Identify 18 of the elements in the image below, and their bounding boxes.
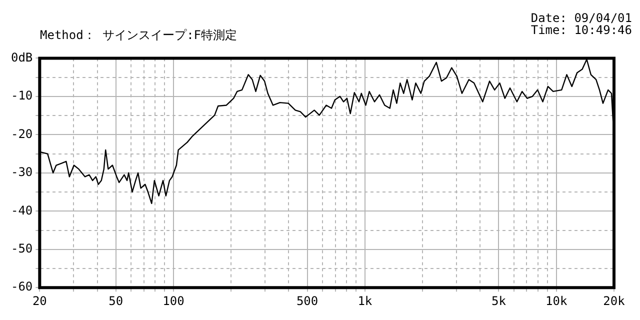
y-tick-label: -20 — [10, 126, 33, 141]
x-tick-label: 100 — [162, 294, 184, 308]
x-tick-label: 50 — [108, 294, 124, 308]
x-tick-label: 20 — [32, 294, 47, 308]
text: Time: 10:49:46 — [530, 23, 632, 37]
y-tick-label: -30 — [10, 165, 33, 180]
x-tick-label: 10k — [546, 294, 568, 308]
x-tick-label: 20k — [603, 294, 626, 308]
x-tick-label: 500 — [296, 294, 318, 308]
text: Date: 09/04/01 — [530, 11, 632, 25]
y-tick-label: -40 — [10, 203, 33, 218]
y-tick-label: -60 — [10, 280, 33, 294]
chart-subtitle: Method： サインスイープ:F特測定 — [39, 27, 238, 44]
y-tick-label: -10 — [10, 88, 33, 103]
x-tick-label: 5k — [492, 294, 507, 308]
y-tick-label: 0dB — [10, 50, 33, 64]
y-tick-label: -50 — [10, 241, 33, 256]
x-tick-label: 1k — [358, 294, 373, 308]
